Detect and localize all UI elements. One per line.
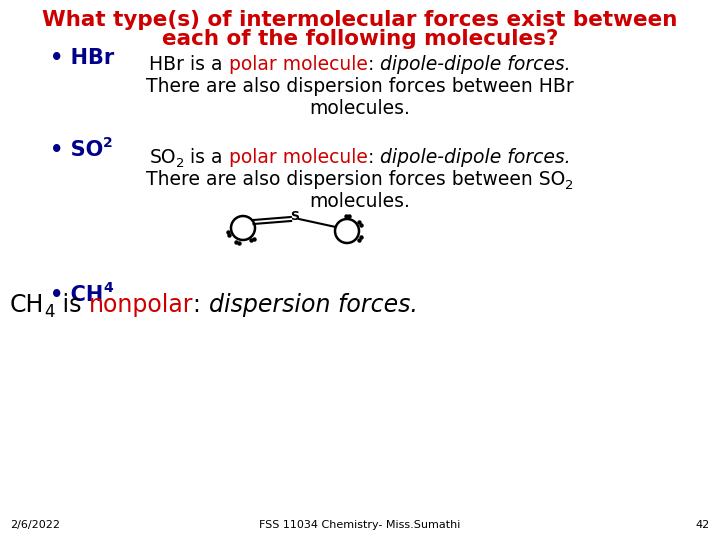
Text: 2: 2 <box>176 157 184 170</box>
Text: S: S <box>290 210 300 222</box>
Text: FSS 11034 Chemistry- Miss.Sumathi: FSS 11034 Chemistry- Miss.Sumathi <box>259 520 461 530</box>
Text: dipole-dipole forces.: dipole-dipole forces. <box>380 55 571 74</box>
Text: polar molecule: polar molecule <box>229 55 368 74</box>
Text: 4: 4 <box>103 281 113 295</box>
Text: There are also dispersion forces between SO: There are also dispersion forces between… <box>146 170 565 189</box>
Text: CH: CH <box>10 293 45 317</box>
Text: nonpolar: nonpolar <box>89 293 194 317</box>
Text: SO: SO <box>149 148 176 167</box>
Text: 4: 4 <box>45 303 55 321</box>
Text: is a: is a <box>184 148 229 167</box>
Text: 2/6/2022: 2/6/2022 <box>10 520 60 530</box>
Text: :: : <box>368 55 380 74</box>
Text: polar molecule: polar molecule <box>229 148 368 167</box>
Text: • SO: • SO <box>50 140 103 160</box>
Text: :: : <box>368 148 380 167</box>
Text: :: : <box>194 293 209 317</box>
Text: • CH: • CH <box>50 285 103 305</box>
Text: dispersion forces.: dispersion forces. <box>209 293 418 317</box>
Text: 42: 42 <box>696 520 710 530</box>
Text: 2: 2 <box>565 179 574 192</box>
Text: molecules.: molecules. <box>310 99 410 118</box>
Text: HBr is a: HBr is a <box>149 55 229 74</box>
Text: molecules.: molecules. <box>310 192 410 211</box>
Text: is: is <box>55 293 89 317</box>
Text: There are also dispersion forces between HBr: There are also dispersion forces between… <box>146 77 574 96</box>
Text: dipole-dipole forces.: dipole-dipole forces. <box>380 148 571 167</box>
Text: each of the following molecules?: each of the following molecules? <box>162 29 558 49</box>
Text: What type(s) of intermolecular forces exist between: What type(s) of intermolecular forces ex… <box>42 10 678 30</box>
Text: • HBr: • HBr <box>50 48 114 68</box>
Text: 2: 2 <box>103 136 113 150</box>
